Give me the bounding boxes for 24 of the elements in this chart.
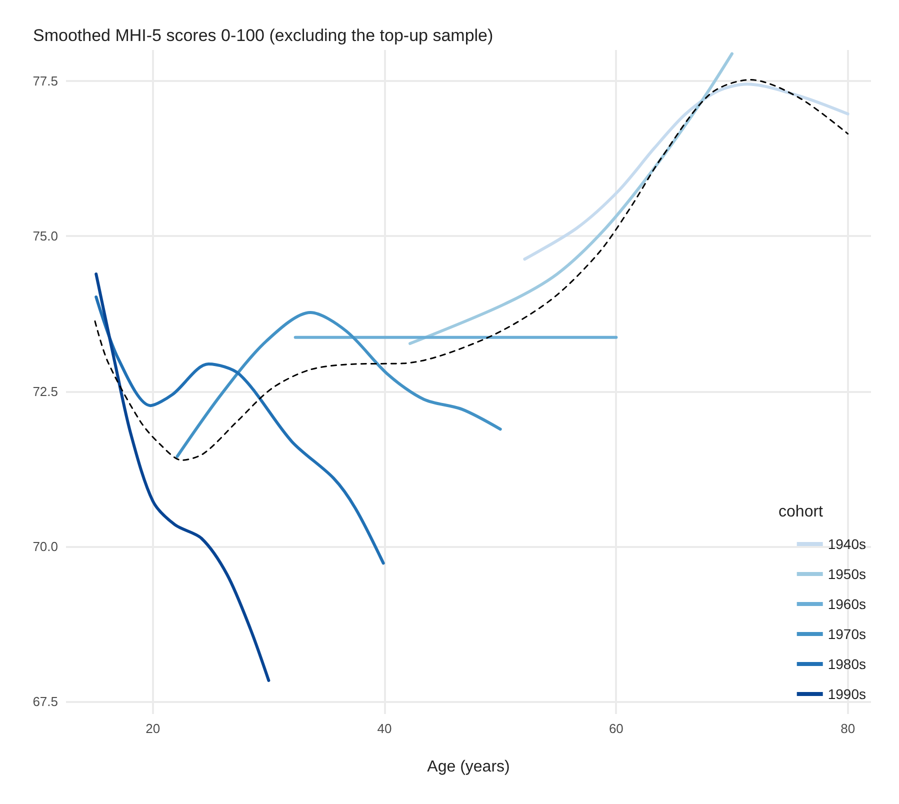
line-series: [94, 295, 385, 565]
x-tick-label: 20: [146, 721, 160, 736]
x-tick-label: 80: [840, 721, 856, 736]
line-series: [523, 82, 850, 261]
chart-title: Smoothed MHI-5 scores 0-100 (excluding the top-up sample): [33, 26, 494, 45]
y-tick-label: 72.5: [32, 384, 58, 399]
legend-label: 1970s: [828, 626, 866, 642]
legend-label: 1980s: [828, 656, 866, 672]
legend-label: 1960s: [828, 596, 866, 612]
y-tick-label: 67.5: [32, 694, 58, 710]
legend-label: 1990s: [828, 686, 866, 702]
legend-label: 1950s: [828, 566, 866, 582]
line-series: [94, 272, 270, 682]
line-series: [176, 310, 502, 458]
y-tick-label: 70.0: [32, 538, 58, 554]
line-series: [94, 79, 849, 461]
legend-title: cohort: [778, 504, 824, 520]
x-axis-title: Age (years): [427, 758, 510, 776]
x-tick-label: 60: [608, 721, 624, 736]
y-tick-label: 75.0: [32, 228, 58, 244]
y-tick-label: 77.5: [32, 74, 58, 89]
line-series: [408, 52, 734, 346]
x-tick-label: 40: [377, 721, 392, 736]
legend-label: 1940s: [828, 536, 866, 552]
